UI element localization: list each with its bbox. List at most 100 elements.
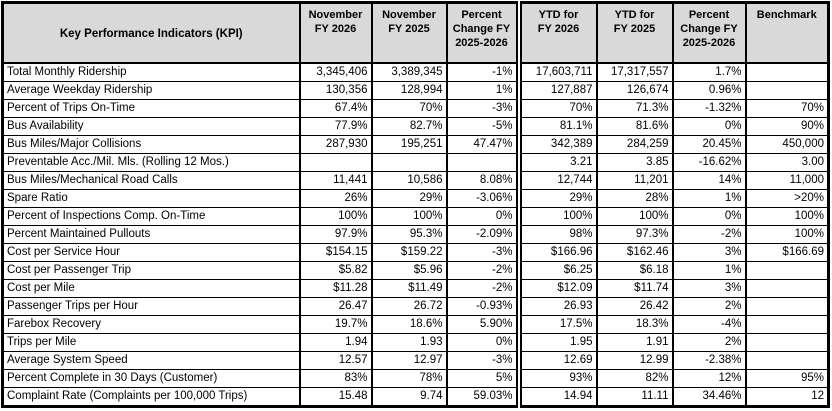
value-cell: 3%	[671, 278, 747, 298]
value-cell: 12%	[671, 368, 747, 388]
kpi-name-cell: Average System Speed	[1, 350, 301, 370]
value-cell	[370, 152, 448, 172]
value-cell: -1%	[445, 62, 520, 82]
value-cell: 97.9%	[298, 224, 373, 244]
value-cell: 1.93	[370, 332, 448, 352]
kpi-name-cell: Percent of Inspections Comp. On-Time	[1, 206, 301, 226]
value-cell: 70%	[744, 98, 830, 118]
value-cell: 128,994	[370, 80, 448, 100]
value-cell: 12,744	[515, 170, 598, 190]
table-row: Percent of Trips On-Time 67.4% 70% -3% 70% 71…	[1, 98, 830, 118]
value-cell: $6.25	[515, 260, 598, 280]
value-cell: 9.74	[370, 386, 448, 407]
value-cell: $154.15	[298, 242, 373, 262]
value-cell: 0%	[445, 332, 520, 352]
value-cell: 81.6%	[595, 116, 674, 136]
value-cell: 71.3%	[595, 98, 674, 118]
value-cell: 100%	[515, 206, 598, 226]
value-cell: 130,356	[298, 80, 373, 100]
value-cell: -2.38%	[671, 350, 747, 370]
value-cell: 14.94	[515, 386, 598, 407]
value-cell: 1%	[445, 80, 520, 100]
value-cell: 5%	[445, 368, 520, 388]
value-cell: $166.69	[744, 242, 830, 262]
value-cell: 18.6%	[370, 314, 448, 334]
table-row: Trips per Mile 1.94 1.93 0% 1.95 1.91 2%	[1, 332, 830, 352]
table-row: Cost per Passenger Trip $5.82 $5.96 -2% $6.2…	[1, 260, 830, 280]
table-row: Percent Maintained Pullouts 97.9% 95.3% -2.…	[1, 224, 830, 244]
value-cell: 83%	[298, 368, 373, 388]
value-cell	[744, 314, 830, 334]
value-cell: $6.18	[595, 260, 674, 280]
value-cell: 93%	[515, 368, 598, 388]
value-cell: 97.3%	[595, 224, 674, 244]
kpi-name-cell: Passenger Trips per Hour	[1, 296, 301, 316]
value-cell: 100%	[595, 206, 674, 226]
table-row: Average Weekday Ridership 130,356 128,994 1…	[1, 80, 830, 100]
value-cell: $11.74	[595, 278, 674, 298]
value-cell: 12	[744, 386, 830, 407]
kpi-name-cell: Total Monthly Ridership	[1, 62, 301, 82]
value-cell: 3.21	[515, 152, 598, 172]
value-cell	[744, 350, 830, 370]
value-cell: 1.95	[515, 332, 598, 352]
table-row: Bus Miles/Mechanical Road Calls 11,441 10,…	[1, 170, 830, 190]
value-cell: -2%	[671, 224, 747, 244]
value-cell: 70%	[370, 98, 448, 118]
table-row: Average System Speed 12.57 12.97 -3% 12.69 12…	[1, 350, 830, 370]
value-cell: 11,441	[298, 170, 373, 190]
table-row: Farebox Recovery 19.7% 18.6% 5.90% 17.5% 18.3…	[1, 314, 830, 334]
value-cell: -0.93%	[445, 296, 520, 316]
value-cell: 26.47	[298, 296, 373, 316]
value-cell: $5.96	[370, 260, 448, 280]
value-cell: $5.82	[298, 260, 373, 280]
value-cell: 81.1%	[515, 116, 598, 136]
value-cell: 14%	[671, 170, 747, 190]
value-cell: -16.62%	[671, 152, 747, 172]
column-header-percent-change-nov: Percent Change FY 2025-2026	[445, 2, 520, 64]
kpi-name-cell: Complaint Rate (Complaints per 100,000 T…	[1, 386, 301, 407]
column-header-november-fy2026: November FY 2026	[298, 2, 373, 64]
value-cell: 3,345,406	[298, 62, 373, 82]
value-cell: -5%	[445, 116, 520, 136]
value-cell: 11,000	[744, 170, 830, 190]
table-row: Passenger Trips per Hour 26.47 26.72 -0.93%…	[1, 296, 830, 316]
table-row: Cost per Service Hour $154.15 $159.22 -3% $1…	[1, 242, 830, 262]
kpi-name-cell: Farebox Recovery	[1, 314, 301, 334]
value-cell: 11,201	[595, 170, 674, 190]
value-cell: 29%	[370, 188, 448, 208]
value-cell: 26%	[298, 188, 373, 208]
value-cell: -3.06%	[445, 188, 520, 208]
value-cell: 1.91	[595, 332, 674, 352]
value-cell: 0%	[671, 116, 747, 136]
value-cell: 67.4%	[298, 98, 373, 118]
value-cell	[744, 296, 830, 316]
value-cell: 12.99	[595, 350, 674, 370]
value-cell: -2%	[445, 260, 520, 280]
value-cell: -4%	[671, 314, 747, 334]
kpi-name-cell: Average Weekday Ridership	[1, 80, 301, 100]
value-cell: 5.90%	[445, 314, 520, 334]
value-cell	[744, 80, 830, 100]
value-cell: 100%	[370, 206, 448, 226]
value-cell: 3,389,345	[370, 62, 448, 82]
kpi-name-cell: Cost per Service Hour	[1, 242, 301, 262]
value-cell: 100%	[744, 206, 830, 226]
value-cell: -1.32%	[671, 98, 747, 118]
value-cell	[744, 278, 830, 298]
value-cell: $11.28	[298, 278, 373, 298]
column-header-ytd-fy2025: YTD for FY 2025	[595, 2, 674, 64]
value-cell: 20.45%	[671, 134, 747, 154]
value-cell: 342,389	[515, 134, 598, 154]
value-cell: 95%	[744, 368, 830, 388]
value-cell: 0%	[445, 206, 520, 226]
value-cell: 82%	[595, 368, 674, 388]
value-cell: -2%	[445, 278, 520, 298]
value-cell: 26.93	[515, 296, 598, 316]
kpi-name-cell: Spare Ratio	[1, 188, 301, 208]
value-cell: 11.11	[595, 386, 674, 407]
value-cell: 70%	[515, 98, 598, 118]
value-cell: 2%	[671, 332, 747, 352]
column-header-kpi: Key Performance Indicators (KPI)	[1, 2, 301, 64]
